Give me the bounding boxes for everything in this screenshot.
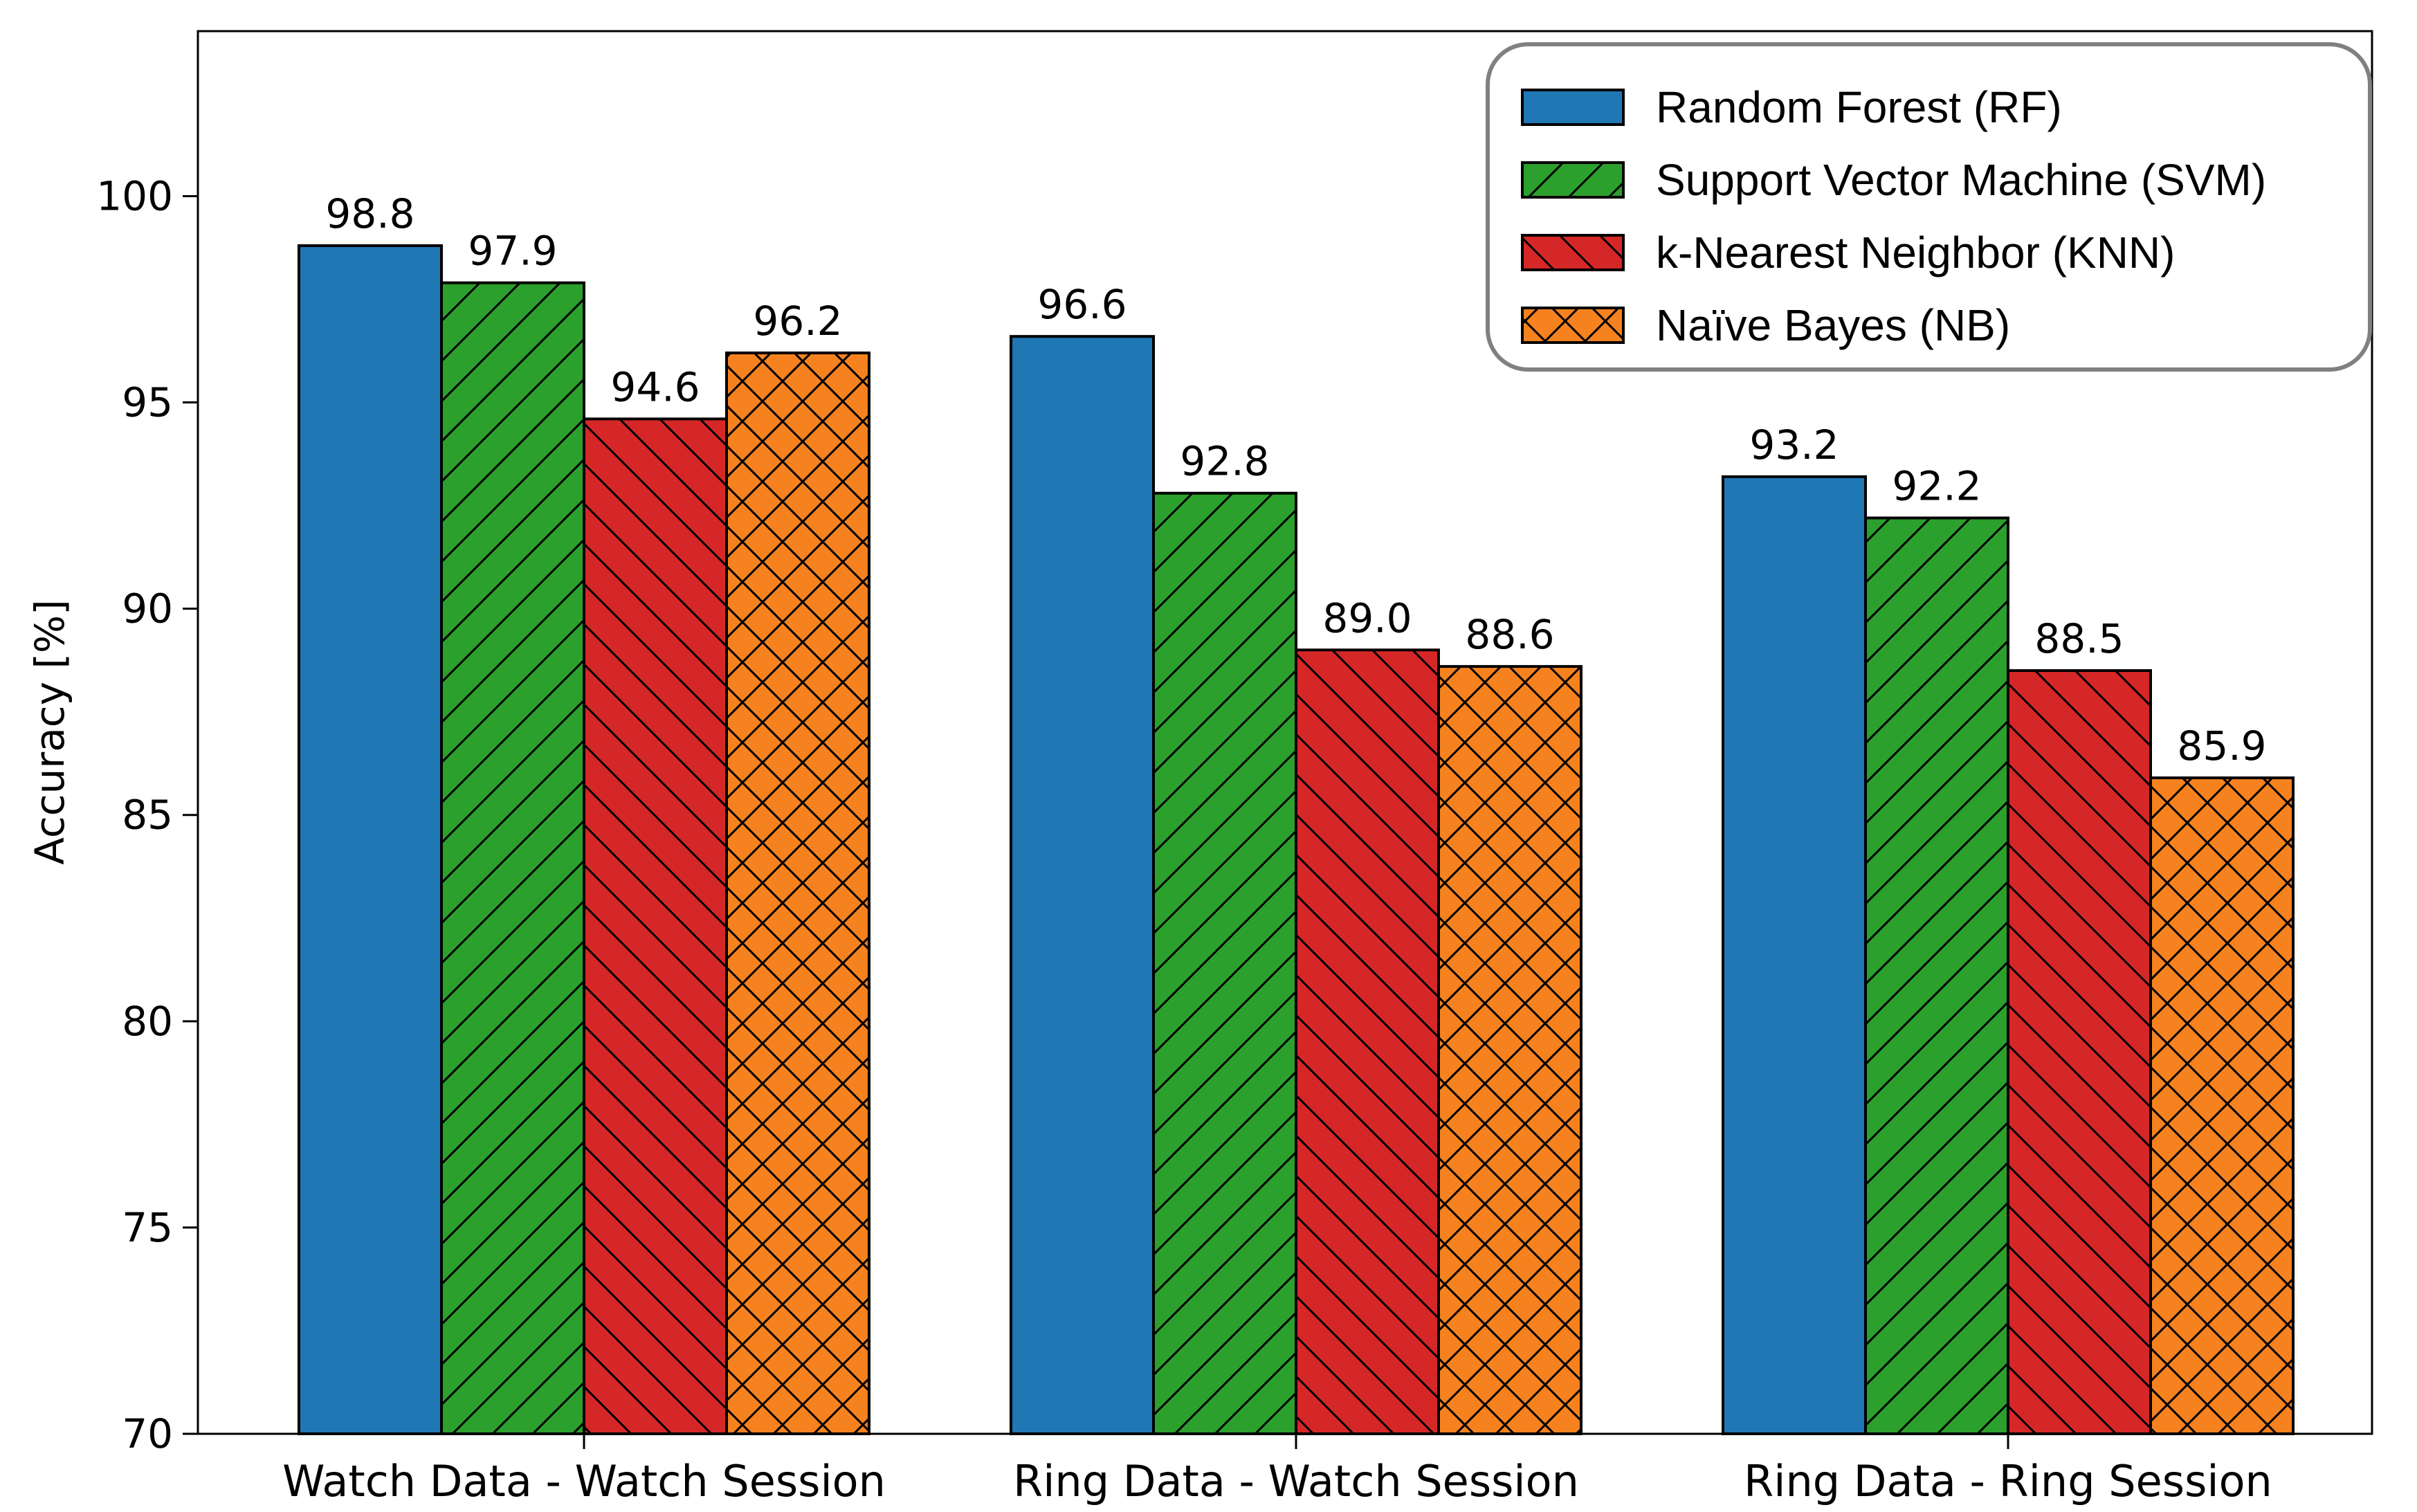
bar-hatch-1-2: [1866, 518, 2008, 1434]
y-tick-label-70: 70: [122, 1410, 173, 1457]
value-label-0-2: 93.2: [1749, 421, 1839, 468]
value-label-3-1: 88.6: [1465, 611, 1554, 658]
legend-label-1: Support Vector Machine (SVM): [1656, 155, 2266, 205]
value-label-3-0: 96.2: [753, 298, 842, 345]
legend-swatch-outline-2: [1521, 234, 1625, 271]
y-axis: 70 75 80 85 90 95 100: [96, 172, 198, 1457]
legend-swatch-hatch-3: [1522, 308, 1623, 343]
bar-hatch-1-1: [1153, 493, 1296, 1434]
x-tick-label-1: Ring Data - Watch Session: [1013, 1456, 1579, 1506]
legend-swatch-outline-1: [1521, 161, 1625, 199]
y-axis-label: Accuracy [%]: [26, 599, 73, 865]
x-tick-label-2: Ring Data - Ring Session: [1744, 1456, 2272, 1506]
value-label-0-1: 96.6: [1037, 281, 1127, 328]
bar-0-1: [1011, 336, 1153, 1434]
legend-label-3: Naïve Bayes (NB): [1656, 300, 2010, 350]
legend-label-2: k-Nearest Neighbor (KNN): [1656, 228, 2175, 277]
legend-swatch-0: [1522, 90, 1623, 125]
y-tick-label-100: 100: [96, 172, 173, 219]
value-label-2-1: 89.0: [1322, 594, 1412, 641]
bar-hatch-2-0: [584, 419, 727, 1434]
value-label-1-1: 92.8: [1180, 438, 1269, 485]
y-tick-label-95: 95: [122, 379, 173, 426]
bar-hatch-2-1: [1296, 650, 1439, 1434]
x-axis: Watch Data - Watch Session Ring Data - Wa…: [282, 1434, 2272, 1506]
y-tick-label-85: 85: [122, 792, 173, 839]
value-label-0-0: 98.8: [325, 190, 414, 237]
value-label-1-2: 92.2: [1892, 462, 1981, 509]
y-tick-label-75: 75: [122, 1204, 173, 1251]
legend-swatch-outline-0: [1521, 89, 1625, 126]
bar-0-2: [1723, 476, 1866, 1434]
bar-hatch-3-1: [1439, 666, 1581, 1434]
bar-hatch-3-2: [2151, 778, 2293, 1434]
y-tick-label-90: 90: [122, 585, 173, 632]
bar-hatch-2-2: [2008, 671, 2151, 1434]
legend-label-0: Random Forest (RF): [1656, 82, 2062, 132]
y-tick-label-80: 80: [122, 998, 173, 1045]
bar-hatch-3-0: [727, 353, 869, 1434]
value-label-2-2: 88.5: [2034, 615, 2124, 662]
bar-0-0: [299, 246, 441, 1434]
legend-swatch-hatch-1: [1522, 163, 1623, 197]
bars-layer: [298, 244, 2295, 1436]
bar-hatch-1-0: [441, 282, 584, 1434]
legend-frame: [1486, 42, 2372, 372]
value-label-3-2: 85.9: [2177, 722, 2266, 769]
x-tick-label-0: Watch Data - Watch Session: [282, 1456, 886, 1506]
value-labels-layer: 98.8 96.6 93.2 97.9 92.8 92.2 94.6 89.0 88.5 96.2…: [325, 190, 2266, 769]
plot-area-frame: [197, 30, 2373, 1435]
value-label-2-0: 94.6: [610, 363, 700, 410]
legend-swatch-hatch-2: [1522, 235, 1623, 270]
legend: Random Forest (RF) Support Vector Machine…: [1486, 42, 2372, 372]
legend-swatch-outline-3: [1521, 307, 1625, 344]
value-label-1-0: 97.9: [468, 228, 557, 275]
